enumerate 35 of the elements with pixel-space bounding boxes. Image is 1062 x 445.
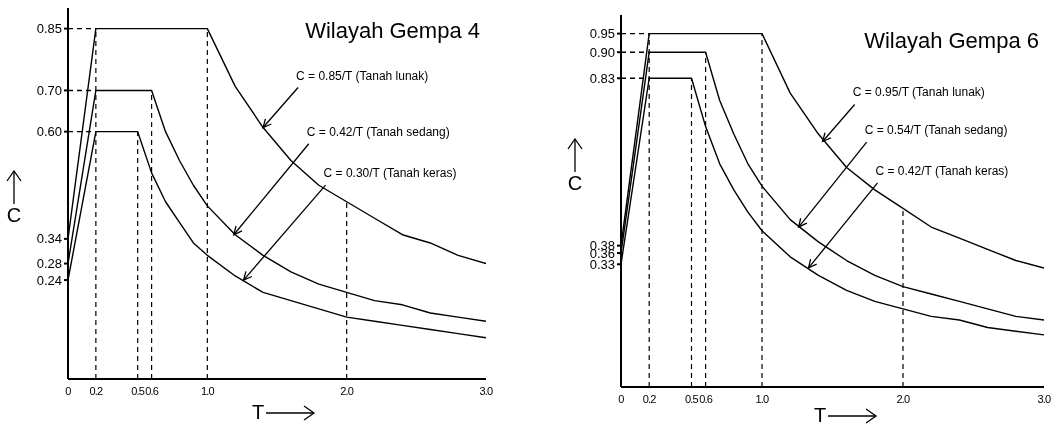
annotation: C = 0.54/T (Tanah sedang): [864, 123, 1008, 138]
x-tick-label: 0: [65, 384, 72, 397]
x-tick-label: 0: [618, 392, 625, 405]
text: Wilayah Gempa 6: [864, 28, 1039, 54]
annotation: C = 0.42/T (Tanah sedang): [306, 124, 450, 139]
x-axis-title: T: [252, 401, 265, 424]
annotation: C = 0.30/T (Tanah keras): [323, 166, 457, 181]
y-tick-label: 0.90: [589, 44, 615, 60]
y-tick-label: 0.28: [36, 256, 62, 272]
y-axis-title: C: [567, 172, 583, 195]
y-axis-title: C: [6, 204, 22, 227]
x-tick-label: 2.0: [340, 384, 354, 397]
y-tick-label: 0.34: [36, 231, 62, 247]
y-tick-label: 0.24: [36, 272, 62, 288]
x-tick-label: 0.6: [699, 392, 713, 405]
y-tick-label: 0.85: [36, 21, 62, 37]
y-tick-label: 0.60: [36, 124, 62, 140]
x-tick-label: 2.0: [896, 392, 911, 405]
x-tick-label: 0.2: [642, 392, 657, 405]
annotation: C = 0.42/T (Tanah keras): [875, 163, 1009, 178]
x-tick-label: 1.0: [755, 392, 770, 405]
x-tick-label: 0.5: [131, 384, 145, 397]
y-tick-label: 0.83: [589, 70, 615, 86]
y-tick-label: 0.95: [589, 26, 615, 42]
x-tick-label: 0.5: [685, 392, 699, 405]
x-tick-label: 3.0: [479, 384, 494, 397]
x-tick-label: 0.2: [89, 384, 103, 397]
annotation: C = 0.85/T (Tanah lunak): [296, 68, 429, 83]
x-axis-title: T: [814, 404, 827, 427]
x-tick-label: 0.6: [145, 384, 159, 397]
y-tick-label: 0.70: [36, 83, 62, 99]
annotation: C = 0.95/T (Tanah lunak): [852, 85, 985, 100]
x-tick-label: 1.0: [200, 384, 215, 397]
text: Wilayah Gempa 4: [305, 18, 480, 44]
x-tick-label: 3.0: [1037, 392, 1052, 405]
